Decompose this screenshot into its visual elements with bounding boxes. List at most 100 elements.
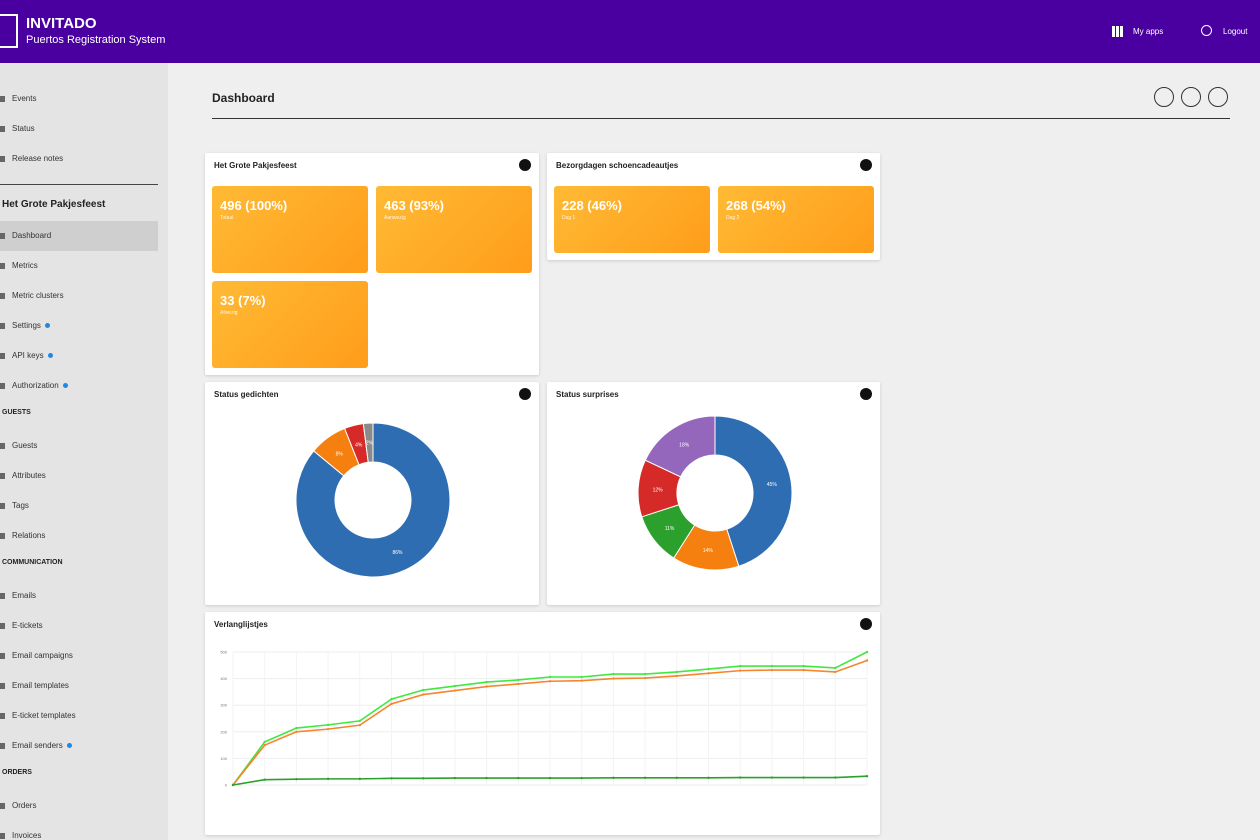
my-apps[interactable]: My apps (1133, 27, 1164, 36)
nav-icon (0, 683, 5, 689)
chart: 45% 14% 11% 12% 18% (637, 415, 793, 571)
nav-icon (0, 833, 5, 839)
segment-label: 14% (703, 548, 714, 554)
nav-icon (0, 353, 5, 359)
y-tick-label: 300 (220, 703, 227, 708)
nav-label: API keys (12, 351, 44, 360)
nav-icon (0, 263, 5, 269)
nav-item[interactable]: Events (0, 84, 168, 114)
nav-item[interactable]: Release notes (0, 144, 168, 174)
logout[interactable]: Logout (1223, 27, 1248, 36)
tile-label: Totaal (220, 215, 234, 221)
nav-icon (0, 743, 5, 749)
nav-label: Metrics (12, 261, 38, 270)
nav-item[interactable]: Settings (0, 311, 168, 341)
line-point (263, 740, 266, 744)
line-point (517, 678, 520, 682)
nav-icon (0, 653, 5, 659)
nav-item[interactable]: Emails (0, 581, 168, 611)
line-point (675, 776, 678, 780)
card: Bezorgdagen schoencadeautjes 228 (46%) Dag… (547, 153, 880, 260)
line-point (707, 672, 710, 675)
line-point (643, 672, 647, 676)
nav-label: Email campaigns (12, 651, 73, 660)
line-point (675, 674, 678, 678)
card-menu[interactable] (860, 618, 872, 630)
nav-label: Orders (12, 801, 37, 810)
spacer (0, 63, 168, 84)
nav-label: Settings (12, 321, 41, 330)
line-point (802, 668, 805, 672)
stats-button[interactable] (1208, 87, 1228, 107)
settings-button[interactable] (1181, 87, 1201, 107)
card: Het Grote Pakjesfeest 496 (100%) Totaal 463… (205, 153, 539, 375)
line-point (390, 702, 393, 706)
nav-item[interactable]: Tags (0, 491, 168, 521)
nav-label: Relations (12, 531, 46, 540)
line-point (326, 777, 330, 781)
line-point (485, 776, 488, 780)
card-menu[interactable] (519, 388, 531, 400)
line-point (231, 783, 235, 787)
line-point (865, 650, 869, 654)
nav-item[interactable]: API keys (0, 341, 168, 371)
nav-icon (0, 293, 5, 299)
y-tick-label: 500 (220, 650, 227, 655)
nav-item[interactable]: Email campaigns (0, 641, 168, 671)
nav-item[interactable]: Status (0, 114, 168, 144)
nav-item[interactable]: Orders (0, 791, 168, 821)
nav-item[interactable]: E-ticket templates (0, 701, 168, 731)
nav-item[interactable]: Guests (0, 431, 168, 461)
brand: INVITADO (26, 15, 97, 32)
line-point (548, 776, 552, 780)
section-title: ORDERS (2, 769, 32, 776)
chart: 0 100 200 300 400 500 (220, 650, 869, 788)
line-point (358, 777, 361, 781)
line-point (770, 664, 774, 668)
line-point (517, 682, 520, 686)
nav-label: Invoices (12, 831, 42, 840)
card-menu[interactable] (860, 159, 872, 171)
nav-item[interactable]: Authorization (0, 371, 168, 401)
line-point (517, 776, 520, 780)
stat-tile: 463 (93%) Aanwezig (376, 186, 532, 273)
nav-label: Metric clusters (12, 291, 64, 300)
line-point (612, 672, 615, 676)
nav-label: Dashboard (12, 231, 52, 240)
sidebar: Events Status Release notes Het Grote Pakje… (0, 63, 168, 840)
line-point (390, 777, 393, 780)
line-point (580, 679, 583, 682)
line-point (453, 689, 457, 692)
nav-item[interactable]: Dashboard (0, 221, 158, 251)
line-point (485, 680, 488, 684)
stat-tile: 228 (46%) Dag 1 (554, 186, 710, 253)
stat-tile: 33 (7%) Afwezig (212, 281, 368, 368)
line-point (643, 676, 647, 680)
y-tick-label: 100 (220, 756, 227, 761)
share-button[interactable] (1154, 87, 1174, 107)
nav-item[interactable]: Email templates (0, 671, 168, 701)
nav-item[interactable]: Metrics (0, 251, 168, 281)
page-title: Dashboard (212, 91, 275, 105)
nav-icon (0, 323, 5, 329)
nav-item[interactable]: E-tickets (0, 611, 168, 641)
nav-item[interactable]: Relations (0, 521, 168, 551)
line-point (548, 680, 552, 683)
line-point (643, 776, 647, 780)
card-menu[interactable] (860, 388, 872, 400)
nav-item[interactable]: Invoices (0, 821, 168, 840)
line-point (295, 730, 298, 733)
segment-label: 45% (767, 482, 778, 488)
card-menu[interactable] (519, 159, 531, 171)
line-point (390, 697, 393, 701)
nav-item[interactable]: Metric clusters (0, 281, 168, 311)
badge (62, 383, 68, 388)
apps-icon (1112, 26, 1123, 37)
nav-item[interactable]: Email senders (0, 731, 168, 761)
nav-icon (0, 713, 5, 719)
line-point (326, 727, 330, 731)
nav-icon (0, 383, 5, 389)
tile-value: 228 (46%) (562, 198, 622, 213)
nav-item[interactable]: Attributes (0, 461, 168, 491)
line-point (358, 723, 361, 727)
